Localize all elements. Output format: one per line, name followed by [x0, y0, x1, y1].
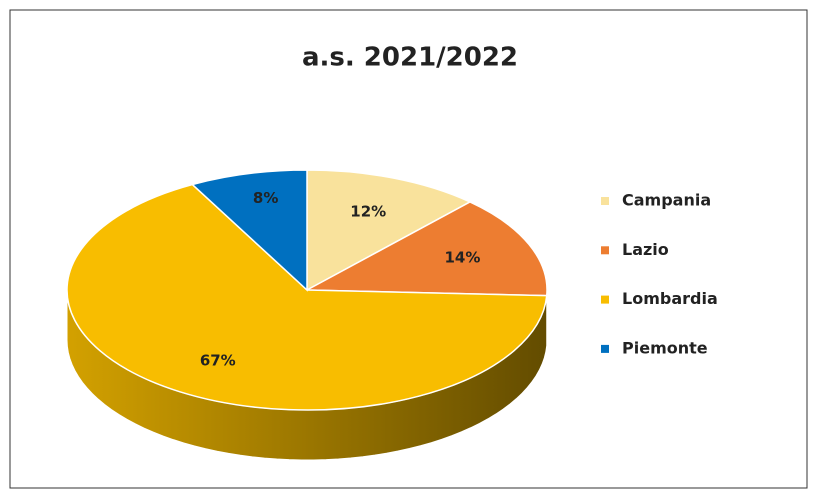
legend-swatch [601, 246, 609, 255]
slice [304, 201, 548, 297]
legend-label: Lazio [622, 240, 669, 259]
legend-swatch [601, 197, 609, 205]
chart-title: a.s. 2021/2022 [302, 43, 518, 73]
data-label: 8% [253, 189, 278, 207]
data-label: 14% [445, 249, 481, 267]
data-label: 67% [200, 352, 236, 370]
legend-swatch [601, 295, 609, 304]
data-label: 12% [350, 202, 386, 220]
slice [306, 169, 472, 292]
legend-swatch [601, 344, 609, 353]
slice [190, 169, 308, 292]
slice [66, 183, 548, 411]
legend-label: Campania [622, 191, 711, 210]
legend-label: Piemonte [622, 338, 708, 357]
legend-label: Lombardia [622, 289, 718, 308]
